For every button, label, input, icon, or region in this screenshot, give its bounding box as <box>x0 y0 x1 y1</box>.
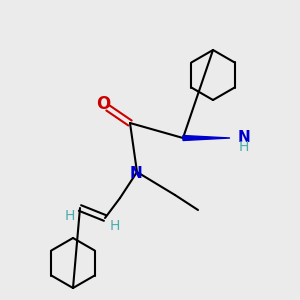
Text: N: N <box>238 130 251 145</box>
Text: H: H <box>110 219 120 233</box>
Text: H: H <box>239 140 249 154</box>
Text: H: H <box>65 209 75 223</box>
Text: N: N <box>130 166 142 181</box>
Polygon shape <box>183 136 230 140</box>
Text: O: O <box>96 95 110 113</box>
